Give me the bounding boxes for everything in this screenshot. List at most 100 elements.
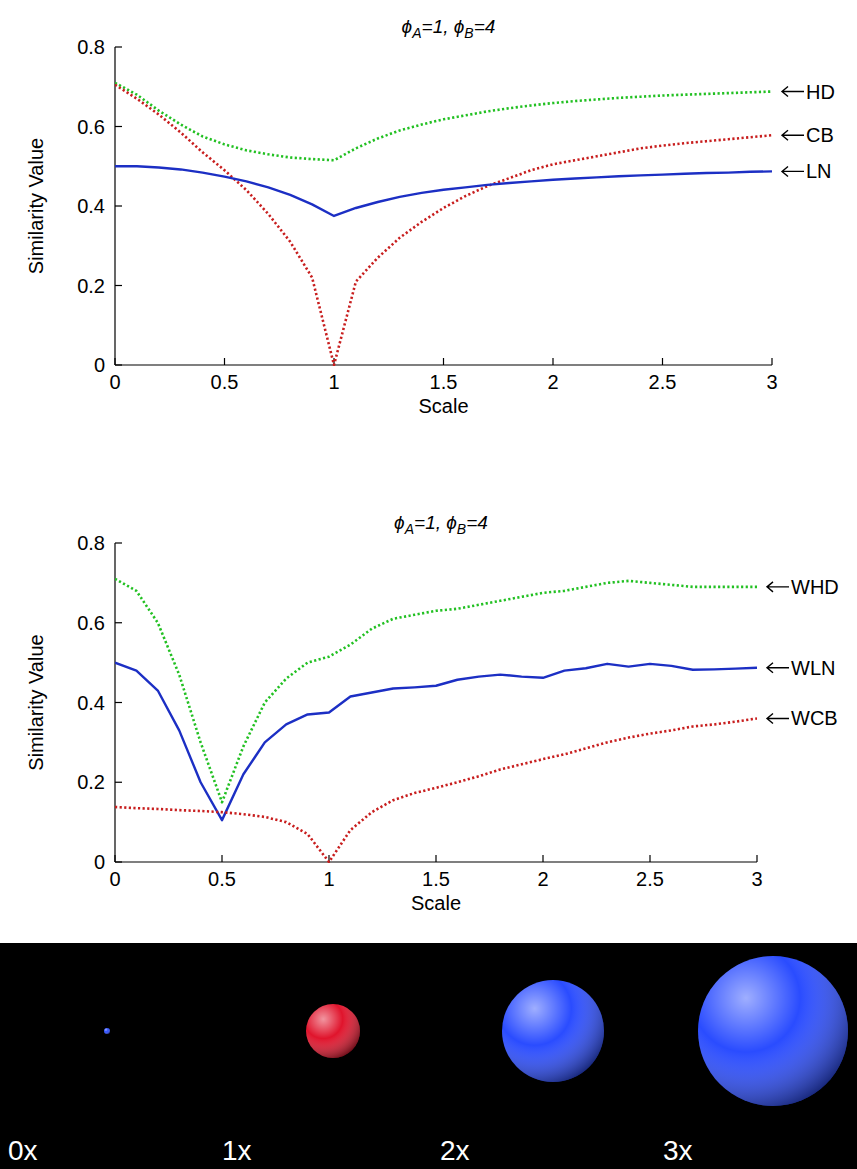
title-part: 1, ϕ	[425, 512, 457, 533]
title-part: 4	[485, 16, 496, 37]
figure: 0 0.2 0.4 0.6 0.8 0 0.5 1 1.5 2 2.5 3 Scale Similarit…	[0, 0, 857, 1169]
legend-arrow	[767, 582, 789, 592]
y-tick	[115, 782, 122, 783]
background	[0, 0, 857, 1169]
legend-arrow	[782, 87, 804, 97]
title-part: 1, ϕ	[433, 16, 465, 37]
plot-area	[115, 83, 772, 365]
plot-area	[115, 579, 757, 862]
x-tick-label: 2.5	[649, 371, 677, 393]
y-tick	[115, 126, 122, 127]
y-tick	[115, 622, 122, 623]
sphere-label: 1x	[222, 1135, 252, 1166]
title-part: =	[474, 16, 485, 37]
y-axis-title: Similarity Value	[25, 634, 47, 770]
x-tick	[662, 358, 663, 365]
x-tick-label: 0.5	[208, 868, 236, 890]
chart-title: ϕA=1, ϕB=4	[402, 16, 496, 41]
series-line	[115, 83, 772, 161]
chart: 0 0.2 0.4 0.6 0.8 0 0.5 1 1.5 2 2.5 3 Scale Similarit…	[25, 16, 835, 417]
x-tick-label: 2.5	[636, 868, 664, 890]
x-tick	[542, 855, 543, 862]
y-tick	[115, 285, 122, 286]
title-part: ϕ	[394, 512, 405, 533]
series-line	[115, 85, 772, 365]
x-tick	[114, 855, 115, 862]
y-tick-label: 0.2	[77, 771, 105, 793]
x-tick-label: 3	[766, 371, 777, 393]
x-axis-title: Scale	[418, 395, 468, 417]
y-tick-label: 0.2	[77, 275, 105, 297]
legend-arrow	[782, 130, 804, 140]
title-part: =	[466, 512, 477, 533]
y-tick-label: 0.4	[77, 692, 105, 714]
x-tick-label: 3	[751, 868, 762, 890]
x-tick-label: 1.5	[430, 371, 458, 393]
sphere-shading	[698, 956, 848, 1106]
y-axis-title: Similarity Value	[25, 138, 47, 274]
title-subscript: A	[411, 25, 421, 41]
legend-label: WCB	[791, 707, 838, 729]
title-subscript: B	[457, 521, 466, 537]
x-tick-label: 1	[323, 868, 334, 890]
y-tick-label: 0.6	[77, 116, 105, 138]
y-tick	[115, 364, 122, 365]
x-tick	[435, 855, 436, 862]
x-axis-title: Scale	[411, 892, 461, 914]
legend-label: LN	[806, 160, 832, 182]
y-tick	[115, 542, 122, 543]
legend-arrow	[767, 713, 789, 723]
y-tick	[115, 861, 122, 862]
y-tick-label: 0	[94, 354, 105, 376]
sphere	[306, 1004, 360, 1058]
y-tick	[115, 702, 122, 703]
x-tick	[771, 358, 772, 365]
sphere-shading	[502, 980, 604, 1082]
chart: 0 0.2 0.4 0.6 0.8 0 0.5 1 1.5 2 2.5 3 Scale Similarit…	[25, 512, 839, 914]
title-part: =	[422, 16, 433, 37]
legend-arrow	[767, 663, 789, 673]
title-part: =	[414, 512, 425, 533]
y-tick-label: 0.8	[77, 36, 105, 58]
sphere-shading	[306, 1004, 360, 1058]
y-tick-label: 0.6	[77, 612, 105, 634]
x-tick-label: 0	[109, 371, 120, 393]
x-tick	[114, 358, 115, 365]
x-tick	[443, 358, 444, 365]
title-part: 4	[477, 512, 488, 533]
y-tick-label: 0.8	[77, 532, 105, 554]
x-tick	[649, 855, 650, 862]
title-subscript: B	[464, 25, 473, 41]
sphere	[698, 956, 848, 1106]
title-part: ϕ	[402, 16, 413, 37]
x-tick-label: 2	[537, 868, 548, 890]
y-tick	[115, 46, 122, 47]
legend-label: CB	[806, 124, 834, 146]
sphere-label: 3x	[663, 1135, 693, 1166]
sphere-shading	[104, 1028, 110, 1034]
series-line	[115, 663, 757, 821]
sphere	[104, 1028, 110, 1034]
sphere-label: 2x	[440, 1135, 470, 1166]
chart-title: ϕA=1, ϕB=4	[394, 512, 488, 537]
legend-label: WLN	[791, 657, 835, 679]
y-tick-label: 0.4	[77, 195, 105, 217]
sphere-label: 0x	[8, 1135, 38, 1166]
title-subscript: A	[404, 521, 414, 537]
x-tick-label: 0.5	[211, 371, 239, 393]
strip-background	[0, 943, 857, 1169]
x-tick-label: 0	[109, 868, 120, 890]
x-tick	[756, 855, 757, 862]
series-line	[115, 718, 757, 862]
legend-label: WHD	[791, 576, 839, 598]
y-tick	[115, 205, 122, 206]
x-tick-label: 1.5	[422, 868, 450, 890]
x-tick-label: 2	[547, 371, 558, 393]
illustration: 0x 1x 2x 3x	[0, 943, 857, 1169]
x-tick-label: 1	[328, 371, 339, 393]
x-tick	[552, 358, 553, 365]
x-tick	[224, 358, 225, 365]
y-tick-label: 0	[94, 851, 105, 873]
series-line	[115, 166, 772, 216]
series-line	[115, 579, 757, 802]
